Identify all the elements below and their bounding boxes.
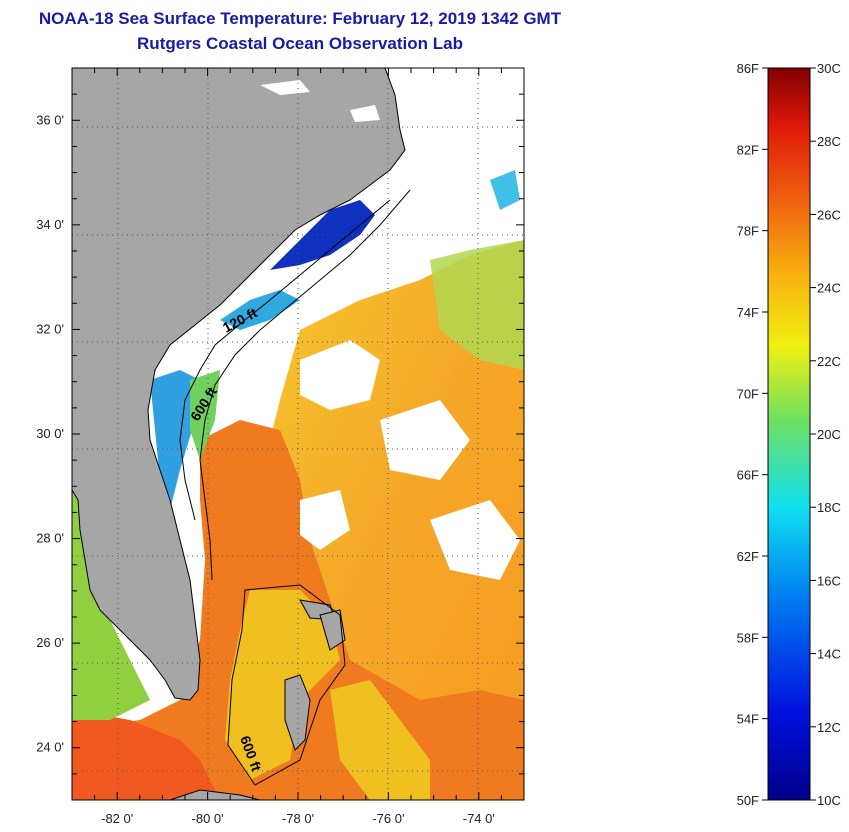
colorbar-c-label: 10C: [817, 793, 841, 808]
lat-tick-label: 24 0': [36, 740, 64, 755]
colorbar: 86F 82F 78F 74F 70F 66F 62F 58F 54F 50F 30C 28C 26C…: [737, 61, 841, 808]
fahrenheit-scale: 86F 82F 78F 74F 70F 66F 62F 58F 54F 50F: [737, 61, 768, 808]
colorbar-c-label: 20C: [817, 427, 841, 442]
lon-tick-label: -82 0': [101, 811, 133, 826]
lat-tick-label: 36 0': [36, 112, 64, 127]
inland-lake: [350, 105, 380, 122]
cool-offshore-patch: [430, 240, 524, 370]
colorbar-c-label: 24C: [817, 281, 841, 296]
lon-tick-label: -80 0': [192, 811, 224, 826]
latitude-axis: 36 0' 34 0' 32 0' 30 0' 28 0' 26 0' 24 0': [36, 67, 524, 801]
colorbar-f-label: 74F: [737, 305, 759, 320]
lat-tick-label: 34 0': [36, 217, 64, 232]
colorbar-f-label: 86F: [737, 61, 759, 76]
colorbar-f-label: 58F: [737, 630, 759, 645]
colorbar-f-label: 78F: [737, 224, 759, 239]
cuba-land: [169, 789, 261, 800]
map-title: NOAA-18 Sea Surface Temperature: Februar…: [38, 9, 562, 28]
andros-island: [284, 674, 311, 751]
isobath-120ft-line: [179, 199, 391, 521]
colorbar-f-label: 54F: [737, 712, 759, 727]
bahama-banks: [225, 590, 340, 780]
colorbar-c-label: 28C: [817, 134, 841, 149]
lon-tick-label: -78 0': [282, 811, 314, 826]
colorbar-f-label: 50F: [737, 793, 759, 808]
florida-straits-water: [72, 710, 220, 800]
lat-tick-label: 28 0': [36, 531, 64, 546]
colorbar-c-label: 14C: [817, 647, 841, 662]
map-subtitle: Rutgers Coastal Ocean Observation Lab: [137, 34, 463, 53]
colorbar-c-label: 12C: [817, 720, 841, 735]
lon-tick-label: -76 0': [372, 811, 404, 826]
colorbar-c-label: 30C: [817, 61, 841, 76]
cool-shelf-water: [220, 290, 300, 330]
lon-tick-label: -74 0': [463, 811, 495, 826]
georgia-shelf-water: [150, 370, 200, 510]
colorbar-c-label: 22C: [817, 354, 841, 369]
longitude-axis: -82 0' -80 0' -78 0' -76 0' -74 0': [71, 68, 525, 826]
colorbar-c-label: 16C: [817, 573, 841, 588]
cloud-patch: [430, 500, 520, 580]
outer-banks-cool-water: [490, 170, 520, 210]
lat-tick-label: 30 0': [36, 426, 64, 441]
lat-tick-label: 32 0': [36, 321, 64, 336]
abaco-island: [319, 609, 346, 651]
bahama-banks-east: [330, 680, 430, 800]
cloud-patch: [300, 340, 380, 410]
celsius-scale: 30C 28C 26C 24C 22C 20C 18C 16C 14C 12C 10C: [810, 61, 841, 808]
bahamas-isobath-line: [227, 584, 346, 786]
isobath-600ft-line: [199, 189, 411, 581]
us-east-coast-land: [72, 68, 406, 701]
colorbar-f-label: 82F: [737, 142, 759, 157]
colorbar-f-label: 66F: [737, 468, 759, 483]
colorbar-gradient: [767, 67, 811, 801]
colorbar-f-label: 62F: [737, 549, 759, 564]
cloud-patch: [380, 400, 470, 480]
colorbar-f-label: 70F: [737, 386, 759, 401]
cloud-patch: [300, 490, 350, 550]
graticule: [72, 68, 524, 800]
colorbar-c-label: 18C: [817, 500, 841, 515]
lat-tick-label: 26 0': [36, 635, 64, 650]
colorbar-c-label: 26C: [817, 207, 841, 222]
